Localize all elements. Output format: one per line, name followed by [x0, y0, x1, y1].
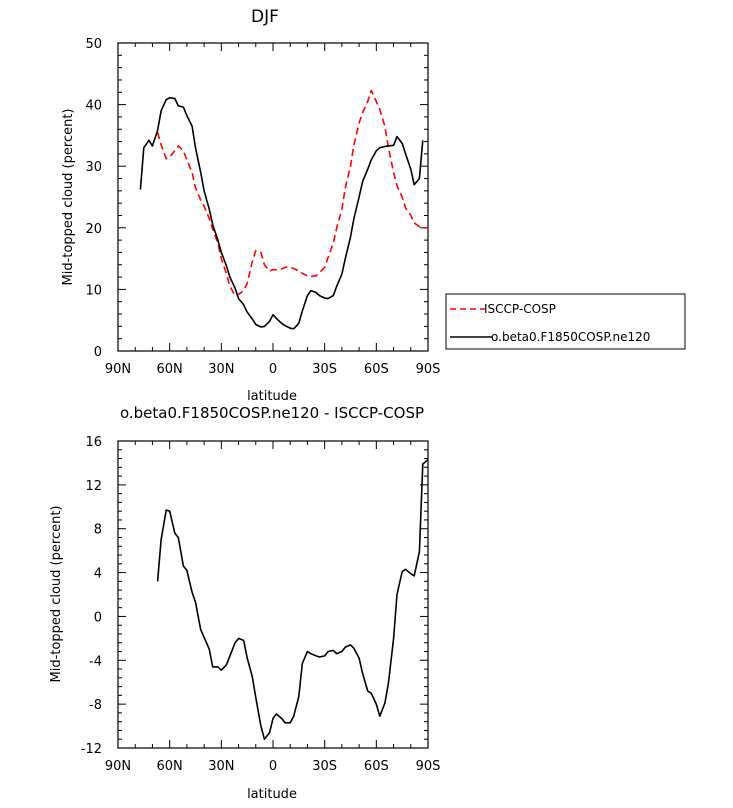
- panel2-ytick-label: 12: [85, 479, 102, 494]
- panel2-series-line-0: [156, 458, 429, 741]
- panel1-frame: [117, 42, 429, 352]
- panel2-xtick-label: 90S: [416, 759, 441, 774]
- panel1-ytick-label: 10: [85, 283, 102, 298]
- panel2-ytick-label: 16: [85, 435, 102, 450]
- panel1-ytick-label: 0: [94, 345, 102, 360]
- panel1-ylabel: Mid-topped cloud (percent): [61, 109, 76, 286]
- legend-box: [445, 293, 686, 350]
- panel1-xtick-label: 30N: [208, 362, 234, 377]
- panel1-series-line-0: [156, 89, 428, 297]
- panel2-ytick-label: 4: [94, 567, 102, 582]
- panel2-xtick-label: 30N: [208, 759, 234, 774]
- panel1-series-line-1: [139, 97, 424, 330]
- panel2-xlabel: latitude: [247, 787, 297, 802]
- panel2-xtick-label: 30S: [312, 759, 337, 774]
- panel2-xtick-label: 60S: [364, 759, 389, 774]
- panel1-ytick-label: 50: [85, 37, 102, 52]
- panel2-series: [156, 458, 429, 741]
- panel2-ytick-label: 8: [94, 523, 102, 538]
- panel1-ytick-label: 20: [85, 222, 102, 237]
- panel1-xtick-label: 60N: [157, 362, 183, 377]
- panel2-ytick-label: -12: [81, 742, 102, 757]
- legend-label-model: o.beta0.F1850COSP.ne120: [491, 330, 650, 344]
- panel1-title: DJF: [251, 7, 279, 27]
- panel1-axes: 90N 60N 30N 0 30S 60S 90S 0 10 20 30 40 50: [85, 37, 440, 377]
- panel1-series: [139, 89, 428, 330]
- panel2-frame: [117, 440, 429, 749]
- panel2-ytick-label: -8: [89, 698, 102, 713]
- panel1-xlabel: latitude: [247, 389, 297, 404]
- panel1-ytick-label: 30: [85, 160, 102, 175]
- panel2-xtick-label: 60N: [157, 759, 183, 774]
- panel2-ytick-label: -4: [89, 654, 102, 669]
- panel2-xtick-label: 90N: [105, 759, 131, 774]
- panel2-title: o.beta0.F1850COSP.ne120 - ISCCP-COSP: [120, 404, 424, 422]
- panel2-xtick-label: 0: [269, 759, 277, 774]
- panel2-ylabel: Mid-topped cloud (percent): [49, 506, 64, 683]
- legend-label-isccp: ISCCP-COSP: [484, 302, 556, 316]
- panel1-xtick-label: 90N: [105, 362, 131, 377]
- panel1-ytick-label: 40: [85, 99, 102, 114]
- panel-djf: DJF Mid-topped cloud (percent) latitude …: [61, 7, 440, 404]
- panel1-xtick-label: 60S: [364, 362, 389, 377]
- panel1-xtick-label: 0: [269, 362, 277, 377]
- panel1-xtick-label: 90S: [416, 362, 441, 377]
- panel1-xtick-label: 30S: [312, 362, 337, 377]
- panel2-axes: 90N 60N 30N 0 30S 60S 90S -12 -8 -4 0 4 8 12 16: [81, 435, 441, 774]
- legend: ISCCP-COSP o.beta0.F1850COSP.ne120: [445, 293, 686, 350]
- panel-difference: o.beta0.F1850COSP.ne120 - ISCCP-COSP Mid…: [49, 404, 440, 802]
- panel2-ytick-label: 0: [94, 610, 102, 625]
